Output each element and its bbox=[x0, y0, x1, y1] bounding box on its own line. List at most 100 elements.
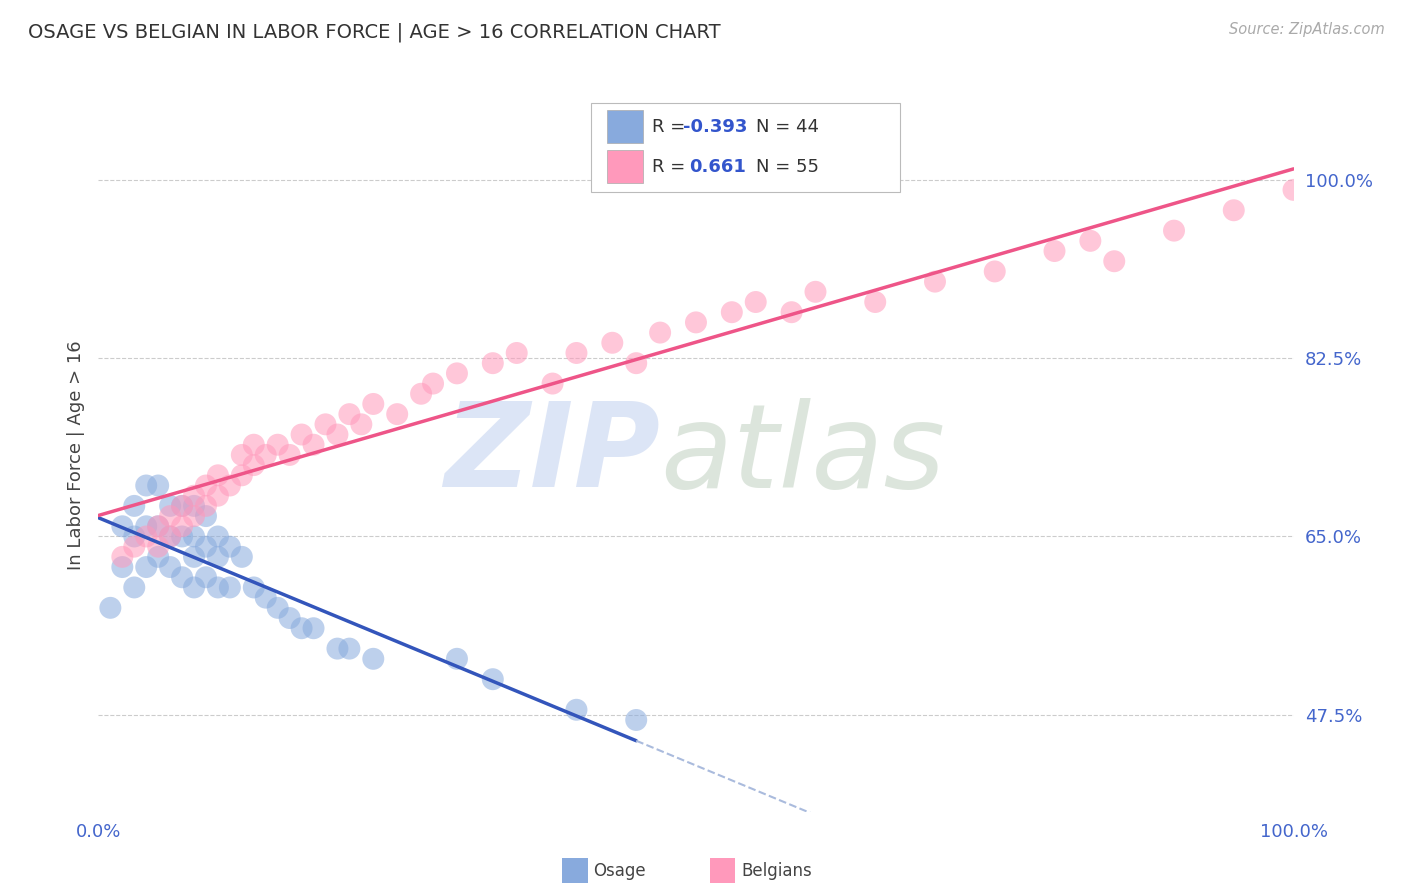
Text: N = 44: N = 44 bbox=[756, 118, 820, 136]
Point bbox=[278, 448, 301, 462]
Point bbox=[243, 438, 266, 452]
Point bbox=[326, 641, 349, 656]
Point bbox=[1043, 244, 1066, 258]
Point bbox=[219, 478, 242, 492]
Point bbox=[111, 519, 134, 533]
Point bbox=[422, 376, 444, 391]
Point bbox=[183, 549, 205, 564]
Point bbox=[565, 346, 588, 360]
Point bbox=[148, 540, 170, 554]
Text: R =: R = bbox=[652, 158, 697, 176]
Point bbox=[624, 713, 647, 727]
Point bbox=[207, 468, 229, 483]
Point bbox=[172, 519, 194, 533]
Point bbox=[124, 499, 146, 513]
Point bbox=[219, 581, 242, 595]
Point bbox=[124, 529, 146, 543]
Point bbox=[207, 549, 229, 564]
Point bbox=[231, 448, 253, 462]
Point bbox=[124, 581, 146, 595]
Point bbox=[1080, 234, 1102, 248]
Point bbox=[254, 448, 277, 462]
Point bbox=[159, 529, 181, 543]
Point bbox=[350, 417, 373, 432]
Point bbox=[172, 499, 194, 513]
Text: ZIP: ZIP bbox=[444, 398, 661, 512]
Text: Osage: Osage bbox=[593, 862, 645, 880]
Point bbox=[541, 376, 564, 391]
Point bbox=[194, 540, 217, 554]
Point bbox=[219, 540, 242, 554]
Point bbox=[194, 509, 217, 524]
Point bbox=[172, 570, 194, 584]
Point bbox=[183, 489, 205, 503]
Text: atlas: atlas bbox=[661, 398, 945, 512]
Point bbox=[745, 295, 768, 310]
Point bbox=[804, 285, 827, 299]
Point bbox=[278, 611, 301, 625]
Point bbox=[172, 529, 194, 543]
Point bbox=[243, 581, 266, 595]
Point bbox=[194, 478, 217, 492]
Point bbox=[231, 549, 253, 564]
Point bbox=[207, 581, 229, 595]
Point bbox=[159, 509, 181, 524]
Point bbox=[411, 386, 433, 401]
Text: 0.661: 0.661 bbox=[689, 158, 745, 176]
Text: N = 55: N = 55 bbox=[756, 158, 820, 176]
Point bbox=[363, 652, 385, 666]
Point bbox=[135, 478, 157, 492]
Point bbox=[924, 275, 946, 289]
Point bbox=[159, 560, 181, 574]
Text: Belgians: Belgians bbox=[741, 862, 811, 880]
Point bbox=[207, 529, 229, 543]
Text: R =: R = bbox=[652, 118, 692, 136]
Point bbox=[481, 672, 505, 686]
Point bbox=[207, 489, 229, 503]
Point bbox=[148, 519, 170, 533]
Point bbox=[315, 417, 337, 432]
Point bbox=[1163, 224, 1185, 238]
Point bbox=[194, 570, 217, 584]
Point bbox=[481, 356, 505, 370]
Point bbox=[337, 407, 360, 421]
Point bbox=[863, 295, 886, 310]
Point bbox=[506, 346, 529, 360]
Point bbox=[385, 407, 409, 421]
Point bbox=[183, 509, 205, 524]
Point bbox=[194, 499, 217, 513]
Point bbox=[135, 519, 157, 533]
Point bbox=[326, 427, 349, 442]
Point bbox=[565, 703, 588, 717]
Point bbox=[302, 438, 325, 452]
Text: OSAGE VS BELGIAN IN LABOR FORCE | AGE > 16 CORRELATION CHART: OSAGE VS BELGIAN IN LABOR FORCE | AGE > … bbox=[28, 22, 721, 42]
Point bbox=[254, 591, 277, 605]
Point bbox=[98, 600, 122, 615]
Point bbox=[148, 549, 170, 564]
Point bbox=[1282, 183, 1305, 197]
Point bbox=[337, 641, 360, 656]
Text: -0.393: -0.393 bbox=[683, 118, 748, 136]
Y-axis label: In Labor Force | Age > 16: In Labor Force | Age > 16 bbox=[66, 340, 84, 570]
Point bbox=[231, 468, 253, 483]
Point bbox=[124, 540, 146, 554]
Point bbox=[111, 549, 134, 564]
Point bbox=[183, 529, 205, 543]
Point bbox=[148, 519, 170, 533]
Point bbox=[363, 397, 385, 411]
Point bbox=[243, 458, 266, 472]
Point bbox=[1102, 254, 1125, 268]
Point bbox=[780, 305, 803, 319]
Point bbox=[172, 499, 194, 513]
Point bbox=[302, 621, 325, 635]
Text: Source: ZipAtlas.com: Source: ZipAtlas.com bbox=[1229, 22, 1385, 37]
Point bbox=[267, 438, 290, 452]
Point bbox=[290, 621, 312, 635]
Point bbox=[135, 529, 157, 543]
Point bbox=[159, 529, 181, 543]
Point bbox=[983, 264, 1005, 278]
Point bbox=[1222, 203, 1246, 218]
Point bbox=[183, 581, 205, 595]
Point bbox=[648, 326, 672, 340]
Point bbox=[267, 600, 290, 615]
